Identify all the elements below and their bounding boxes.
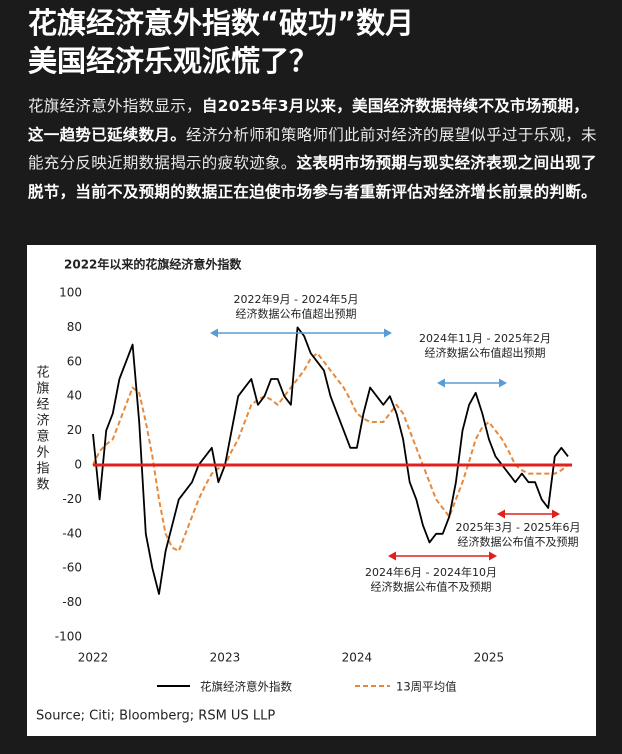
annotation-text: 2025年3月 - 2025年6月	[456, 520, 581, 534]
annotation-text: 经济数据公布值超出预期	[236, 307, 357, 321]
arrow-head	[384, 328, 392, 338]
arrow-head	[210, 328, 218, 338]
headline: 花旗经济意外指数“破功”数月 美国经济乐观派慌了？	[28, 4, 414, 80]
y-axis-label-char: 经	[36, 398, 49, 413]
arrow-head	[552, 509, 560, 519]
y-tick-label: 80	[67, 320, 82, 334]
annotation-text: 2022年9月 - 2024年5月	[234, 292, 359, 306]
y-axis-label-char: 数	[36, 478, 49, 493]
arrow-head	[388, 551, 396, 561]
y-axis-label-char: 花	[36, 365, 49, 381]
y-tick-label: 40	[67, 389, 82, 403]
y-tick-label: 20	[67, 423, 82, 437]
series-line	[92, 326, 569, 595]
y-axis-label-char: 指	[36, 462, 49, 477]
y-tick-label: 0	[74, 458, 82, 472]
intro-segment: 自2025年3月以来，美国经济数据持续不及市场预期，这一趋势已延续数月。	[28, 97, 590, 144]
chart-card	[27, 245, 596, 736]
headline-line: 美国经济乐观派慌了？	[28, 44, 319, 78]
y-tick-label: -40	[62, 526, 82, 540]
arrow-head	[489, 551, 497, 561]
x-tick-label: 2022	[78, 651, 109, 665]
x-tick-label: 2025	[474, 651, 505, 665]
arrow-head	[497, 509, 505, 519]
y-tick-label: -80	[62, 595, 82, 609]
x-tick-label: 2024	[342, 651, 373, 665]
y-tick-label: -20	[62, 492, 82, 506]
intro-segment: 花旗经济意外指数显示，	[28, 97, 202, 115]
source-note: Source; Citi; Bloomberg; RSM US LLP	[36, 709, 275, 724]
legend-label: 花旗经济意外指数	[200, 680, 292, 694]
x-tick-label: 2023	[210, 651, 241, 665]
y-axis-label-char: 济	[36, 414, 49, 429]
arrow-head	[437, 378, 445, 388]
y-tick-label: 60	[67, 354, 82, 368]
series-line	[92, 352, 569, 552]
y-tick-label: -60	[62, 561, 82, 575]
y-tick-label: 100	[59, 286, 82, 300]
y-axis-label-char: 旗	[36, 381, 49, 397]
annotation-text: 2024年6月 - 2024年10月	[365, 565, 497, 579]
arrow-head	[499, 378, 507, 388]
intro-segment: 这表明市场预期与现实经济表现之间出现了脱节，当前不及预期的数据正在迫使市场参与者…	[28, 154, 597, 201]
intro-segment: 经济分析师和策略师们此前对经济的展望似乎过于乐观，未能充分反映近期数据揭示的疲软…	[28, 125, 597, 173]
headline-line: 花旗经济意外指数“破功”数月	[28, 6, 415, 40]
y-axis-label-char: 外	[36, 446, 49, 461]
y-axis-label-char: 意	[36, 429, 49, 445]
annotation-text: 2024年11月 - 2025年2月	[419, 331, 551, 345]
annotation-text: 经济数据公布值不及预期	[458, 535, 579, 549]
intro-paragraph: 花旗经济意外指数显示，自2025年3月以来，美国经济数据持续不及市场预期，这一趋…	[28, 92, 598, 206]
chart-title: 2022年以来的花旗经济意外指数	[64, 257, 242, 272]
annotation-text: 经济数据公布值超出预期	[425, 346, 546, 360]
y-tick-label: -100	[55, 630, 82, 644]
annotation-text: 经济数据公布值不及预期	[371, 580, 492, 594]
legend-label: 13周平均值	[396, 680, 457, 694]
